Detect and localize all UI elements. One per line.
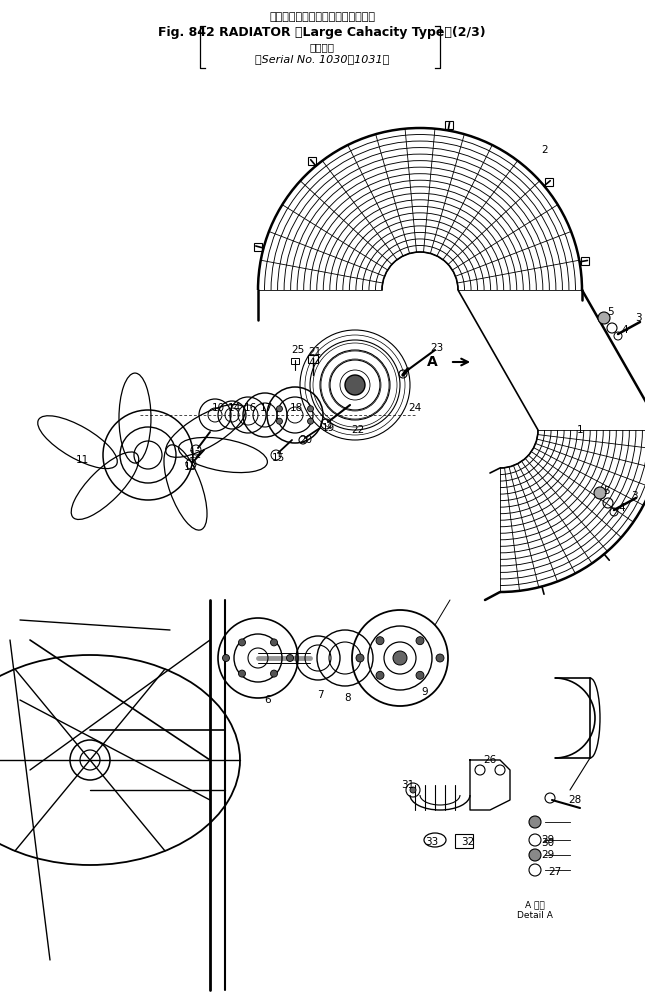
Circle shape <box>376 637 384 645</box>
Text: 23: 23 <box>430 343 444 353</box>
Text: Fig. 842 RADIATOR （Large Cahacity Type）(2/3): Fig. 842 RADIATOR （Large Cahacity Type）(… <box>158 26 486 39</box>
Bar <box>544 178 553 186</box>
Circle shape <box>270 639 277 646</box>
Text: 24: 24 <box>408 403 422 413</box>
Circle shape <box>277 419 283 425</box>
Text: A: A <box>427 355 438 369</box>
Text: 3: 3 <box>631 491 637 501</box>
Text: 19: 19 <box>321 423 335 433</box>
Bar <box>291 358 299 364</box>
Text: 15: 15 <box>272 453 284 463</box>
Circle shape <box>410 787 416 793</box>
Circle shape <box>393 651 407 665</box>
Text: 4: 4 <box>622 325 628 335</box>
Text: 10: 10 <box>212 403 224 413</box>
Circle shape <box>239 670 246 678</box>
Circle shape <box>416 672 424 680</box>
Text: 3: 3 <box>635 313 641 323</box>
Circle shape <box>308 406 313 412</box>
Bar <box>253 242 262 251</box>
Text: 30: 30 <box>541 838 555 848</box>
Text: 5: 5 <box>602 486 610 496</box>
Text: 11: 11 <box>75 455 88 465</box>
Text: 13: 13 <box>183 462 197 472</box>
Circle shape <box>286 655 293 662</box>
Text: 12: 12 <box>188 450 202 460</box>
Circle shape <box>598 312 610 324</box>
Text: 32: 32 <box>461 837 475 847</box>
Text: 27: 27 <box>548 867 562 877</box>
Circle shape <box>239 639 246 646</box>
Circle shape <box>436 654 444 662</box>
Text: 7: 7 <box>317 690 323 700</box>
Text: 33: 33 <box>425 837 439 847</box>
Text: 25: 25 <box>292 345 304 355</box>
Text: 2: 2 <box>542 145 548 155</box>
Text: 4: 4 <box>619 503 625 513</box>
Circle shape <box>308 419 313 425</box>
Circle shape <box>356 654 364 662</box>
Bar <box>308 158 316 166</box>
Circle shape <box>223 655 230 662</box>
Text: 16: 16 <box>243 403 257 413</box>
Text: 21: 21 <box>308 347 322 357</box>
Circle shape <box>529 816 541 828</box>
Circle shape <box>594 487 606 499</box>
Circle shape <box>529 849 541 861</box>
Text: 17: 17 <box>259 403 273 413</box>
Text: 18: 18 <box>290 403 303 413</box>
Text: 9: 9 <box>422 687 428 697</box>
Text: 8: 8 <box>344 693 352 703</box>
Circle shape <box>270 670 277 678</box>
Text: 20: 20 <box>299 435 313 445</box>
Text: 26: 26 <box>483 755 497 765</box>
Text: 適用号機: 適用号機 <box>310 42 335 52</box>
Circle shape <box>416 637 424 645</box>
Bar <box>308 355 318 363</box>
Text: 14: 14 <box>228 403 241 413</box>
Circle shape <box>345 375 365 395</box>
Text: （Serial No. 1030・1031）: （Serial No. 1030・1031） <box>255 54 389 64</box>
Text: 29: 29 <box>541 835 555 845</box>
Text: 31: 31 <box>401 780 415 790</box>
Text: ラジエータ（大　　容　　量　型）: ラジエータ（大 容 量 型） <box>269 12 375 22</box>
Text: 28: 28 <box>568 795 582 805</box>
Text: 5: 5 <box>607 307 613 317</box>
Circle shape <box>376 672 384 680</box>
Bar <box>581 257 590 265</box>
Bar <box>455 834 473 848</box>
Text: A 詳細
Detail A: A 詳細 Detail A <box>517 901 553 920</box>
Text: 22: 22 <box>352 425 364 435</box>
Bar <box>445 121 453 129</box>
Text: 1: 1 <box>577 425 583 435</box>
Text: 6: 6 <box>264 695 272 705</box>
Text: 29: 29 <box>541 850 555 860</box>
Circle shape <box>277 406 283 412</box>
